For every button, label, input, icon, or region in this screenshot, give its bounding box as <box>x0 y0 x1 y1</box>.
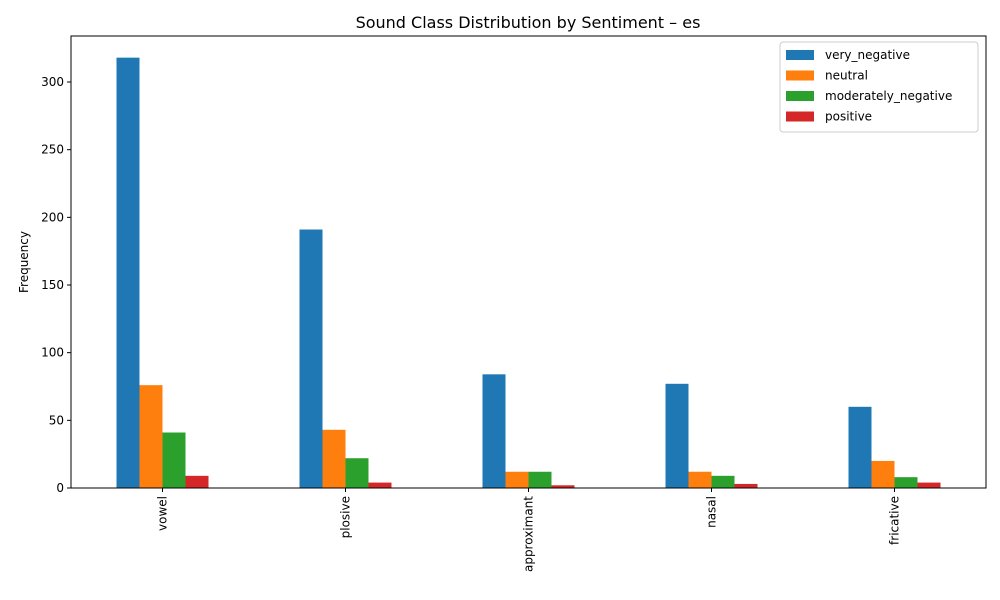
bar-positive-nasal <box>734 483 758 488</box>
x-tick-label-nasal: nasal <box>705 496 719 528</box>
legend-swatch-neutral <box>786 70 814 81</box>
legend-label-positive: positive <box>825 110 872 124</box>
y-tick-label: 0 <box>56 481 64 495</box>
legend-label-very_negative: very_negative <box>825 48 910 62</box>
y-tick-label: 250 <box>41 143 64 157</box>
legend-swatch-moderately_negative <box>786 91 814 101</box>
bar-moderately_negative-fricative <box>894 477 918 488</box>
x-tick-label-approximant: approximant <box>522 496 536 572</box>
legend-frame <box>779 41 979 133</box>
bar-positive-plosive <box>368 482 392 488</box>
bar-positive-fricative <box>917 482 941 488</box>
bar-very_negative-fricative <box>848 406 872 488</box>
legend-label-neutral: neutral <box>825 69 868 83</box>
x-tick-label-fricative: fricative <box>888 496 902 545</box>
y-tick-label: 100 <box>41 346 64 360</box>
x-tick-label-vowel: vowel <box>156 496 170 531</box>
y-axis: 0 50 100 150 200 250 300 <box>41 75 71 495</box>
bar-moderately_negative-nasal <box>711 475 735 488</box>
bar-neutral-plosive <box>322 429 346 488</box>
legend-label-moderately_negative: moderately_negative <box>825 89 952 103</box>
plot-frame <box>70 35 987 489</box>
bar-very_negative-approximant <box>482 374 506 488</box>
chart-title: Sound Class Distribution by Sentiment – … <box>356 13 701 32</box>
bar-very_negative-plosive <box>299 229 323 488</box>
bar-moderately_negative-plosive <box>345 458 369 488</box>
bar-moderately_negative-vowel <box>162 432 186 488</box>
bar-moderately_negative-approximant <box>528 471 552 488</box>
y-axis-label: Frequency <box>17 231 31 293</box>
bar-positive-approximant <box>551 485 575 488</box>
legend-swatch-positive <box>786 111 814 122</box>
plot-area <box>116 57 941 488</box>
bar-very_negative-vowel <box>116 57 140 488</box>
bar-neutral-vowel <box>139 385 163 488</box>
y-tick-label: 150 <box>41 278 64 292</box>
bar-neutral-nasal <box>688 471 712 488</box>
y-tick-label: 50 <box>49 413 64 427</box>
bar-positive-vowel <box>185 475 209 488</box>
bar-very_negative-nasal <box>665 383 689 488</box>
y-tick-label: 200 <box>41 210 64 224</box>
x-tick-label-plosive: plosive <box>339 496 353 538</box>
y-tick-label: 300 <box>41 75 64 89</box>
legend-swatch-very_negative <box>786 50 814 60</box>
bar-neutral-fricative <box>871 460 895 488</box>
x-axis: vowel plosive approximant nasal fricative <box>156 488 902 572</box>
bar-neutral-approximant <box>505 471 529 488</box>
